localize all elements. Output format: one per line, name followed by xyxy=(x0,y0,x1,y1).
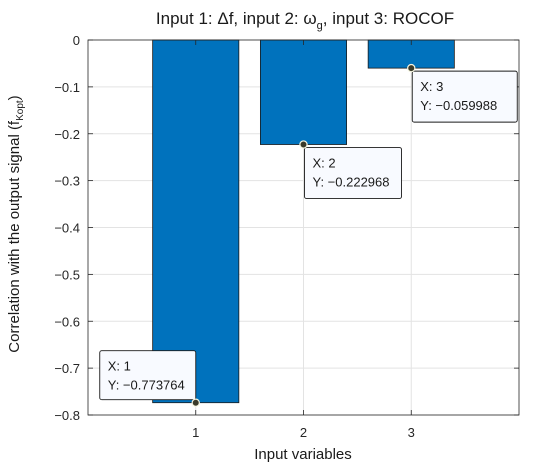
data-tip-box xyxy=(304,147,402,199)
data-tip-x-label: X: 3 xyxy=(420,79,443,94)
data-tip-y-label: Y: −0.059988 xyxy=(420,98,497,113)
x-tick-label: 3 xyxy=(408,425,415,440)
y-tick-label: −0.6 xyxy=(54,314,80,329)
y-tick-label: −0.4 xyxy=(54,221,80,236)
data-tip-y-label: Y: −0.773764 xyxy=(108,378,185,393)
y-tick-label: −0.3 xyxy=(54,174,80,189)
y-label-subscript: Kopt xyxy=(15,100,26,121)
data-tip-box xyxy=(99,350,197,401)
data-tip-marker xyxy=(407,63,416,73)
y-axis-label: Correlation with the output signal (fKop… xyxy=(6,95,26,352)
y-tick-label: −0.2 xyxy=(54,127,80,142)
y-tick-label: −0.8 xyxy=(54,408,80,423)
data-tip-x-label: X: 1 xyxy=(108,359,131,374)
y-tick-label: −0.5 xyxy=(54,267,80,282)
y-tick-label: −0.7 xyxy=(54,361,80,376)
data-tip-y-label: Y: −0.222968 xyxy=(313,175,390,190)
y-tick-label: 0 xyxy=(73,33,80,48)
bar-1 xyxy=(152,39,240,404)
x-axis-label: Input variables xyxy=(254,446,352,463)
bar-2 xyxy=(259,39,347,145)
y-tick-label: −0.1 xyxy=(54,80,80,95)
chart-title: Input 1: Δf, input 2: ωg, input 3: ROCOF xyxy=(156,9,454,32)
x-ticks: 1 2 3 xyxy=(192,40,415,440)
data-tip-x-label: X: 2 xyxy=(313,156,336,171)
data-tip-marker xyxy=(191,398,200,407)
y-ticks: 0 −0.1 −0.2 −0.3 −0.4 −0.5 −0.6 −0.7 −0.8 xyxy=(54,33,519,423)
title-subscript: g xyxy=(317,20,323,32)
x-tick-label: 2 xyxy=(300,425,307,440)
x-tick-label: 1 xyxy=(192,425,199,440)
data-tips: X: 1 Y: −0.773764 X: 2 Y: −0.222968 X: 3 Y: −… xyxy=(99,63,518,407)
data-tip-marker xyxy=(299,140,308,149)
data-tip-box xyxy=(411,70,518,123)
